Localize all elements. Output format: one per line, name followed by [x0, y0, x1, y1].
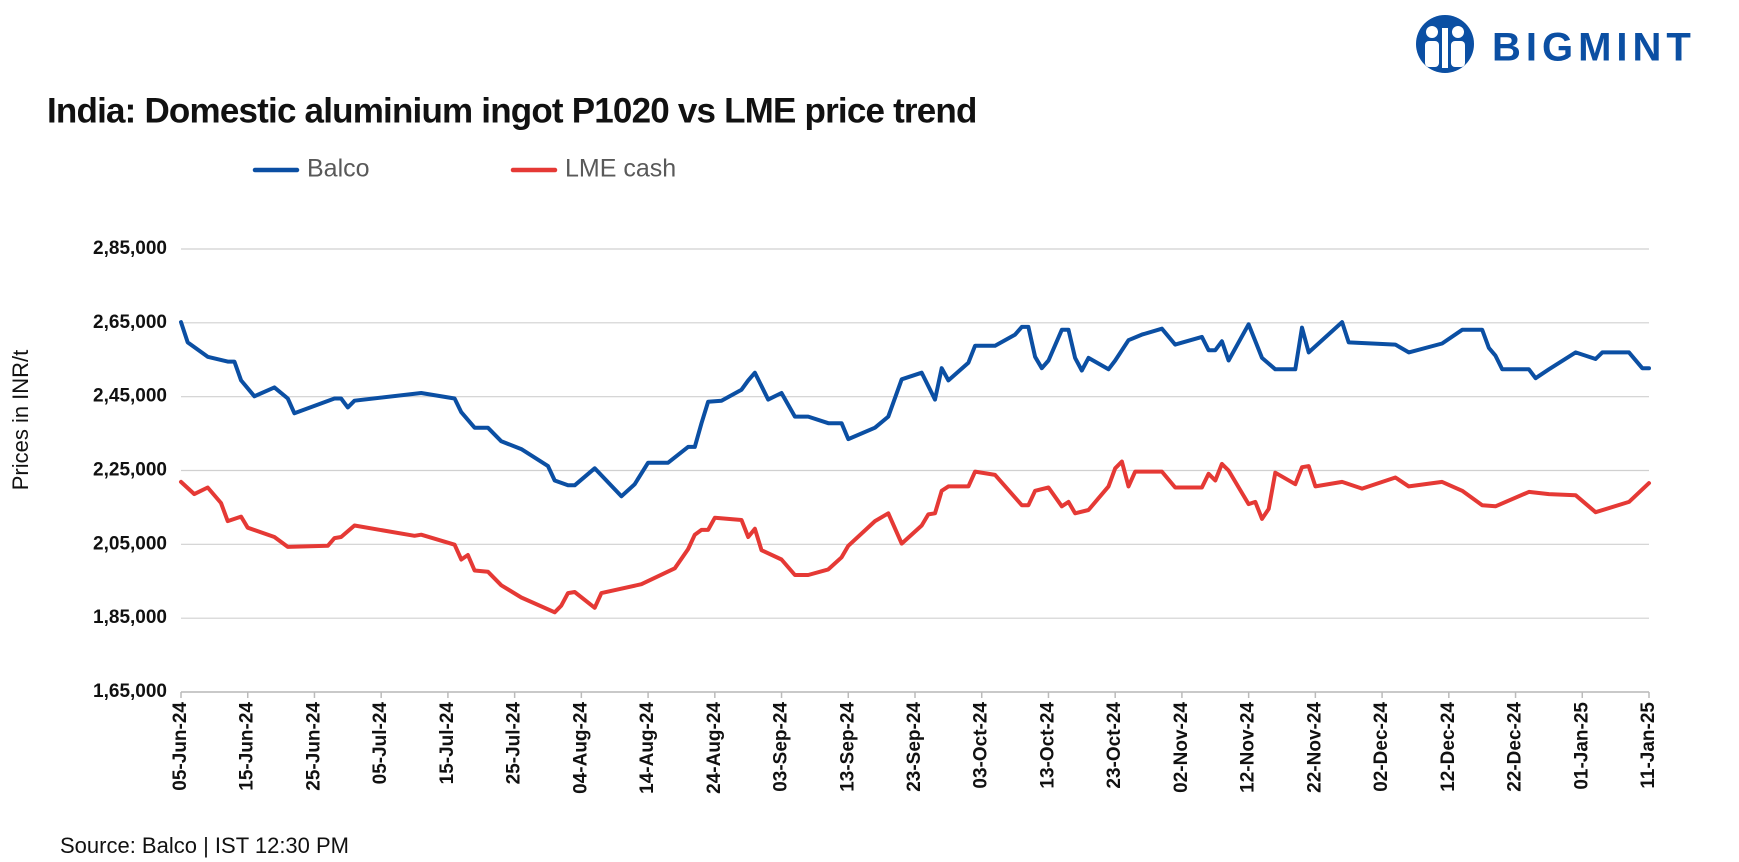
x-tick-label: 23-Oct-24: [1104, 702, 1125, 789]
y-tick-label: 1,85,000: [93, 607, 167, 628]
x-tick-label: 14-Aug-24: [637, 702, 658, 794]
legend-label: Balco: [307, 155, 370, 183]
x-tick-label: 12-Dec-24: [1438, 702, 1459, 792]
x-tick-label: 11-Jan-25: [1638, 702, 1659, 789]
y-tick-label: 2,65,000: [93, 312, 167, 333]
y-axis-label: Prices in INR/t: [8, 350, 33, 491]
x-tick-label: 03-Sep-24: [771, 702, 792, 792]
x-tick-label: 15-Jun-24: [237, 702, 258, 791]
y-tick-label: 2,45,000: [93, 386, 167, 407]
y-tick-label: 2,85,000: [93, 238, 167, 259]
chart-title: India: Domestic aluminium ingot P1020 vs…: [47, 91, 977, 130]
x-tick-label: 02-Nov-24: [1171, 702, 1192, 793]
x-tick-label: 03-Oct-24: [971, 702, 992, 789]
x-tick-label: 24-Aug-24: [704, 702, 725, 794]
x-tick-label: 15-Jul-24: [437, 702, 458, 785]
x-tick-label: 12-Nov-24: [1238, 702, 1259, 793]
source-note: Source: Balco | IST 12:30 PM: [60, 833, 349, 858]
x-tick-label: 01-Jan-25: [1571, 702, 1592, 790]
y-tick-label: 1,65,000: [93, 681, 167, 702]
series-line: [179, 459, 1651, 615]
x-tick-label: 13-Sep-24: [837, 702, 858, 792]
x-tick-label: 25-Jul-24: [504, 702, 525, 785]
x-tick-label: 02-Dec-24: [1371, 702, 1392, 792]
x-tick-label: 05-Jul-24: [370, 702, 391, 785]
x-tick-label: 05-Jun-24: [170, 702, 191, 791]
x-tick-label: 22-Nov-24: [1304, 702, 1325, 793]
x-tick-label: 25-Jun-24: [303, 702, 324, 791]
x-tick-label: 23-Sep-24: [904, 702, 925, 792]
x-tick-label: 22-Dec-24: [1505, 702, 1526, 792]
series-line: [179, 320, 1651, 499]
x-tick-label: 04-Aug-24: [570, 702, 591, 794]
legend-label: LME cash: [565, 155, 676, 183]
y-tick-label: 2,05,000: [93, 533, 167, 554]
y-tick-label: 2,25,000: [93, 460, 167, 481]
logo-icon: [1416, 15, 1474, 73]
x-tick-label: 13-Oct-24: [1037, 702, 1058, 789]
logo-text: BIGMINT: [1492, 26, 1696, 70]
